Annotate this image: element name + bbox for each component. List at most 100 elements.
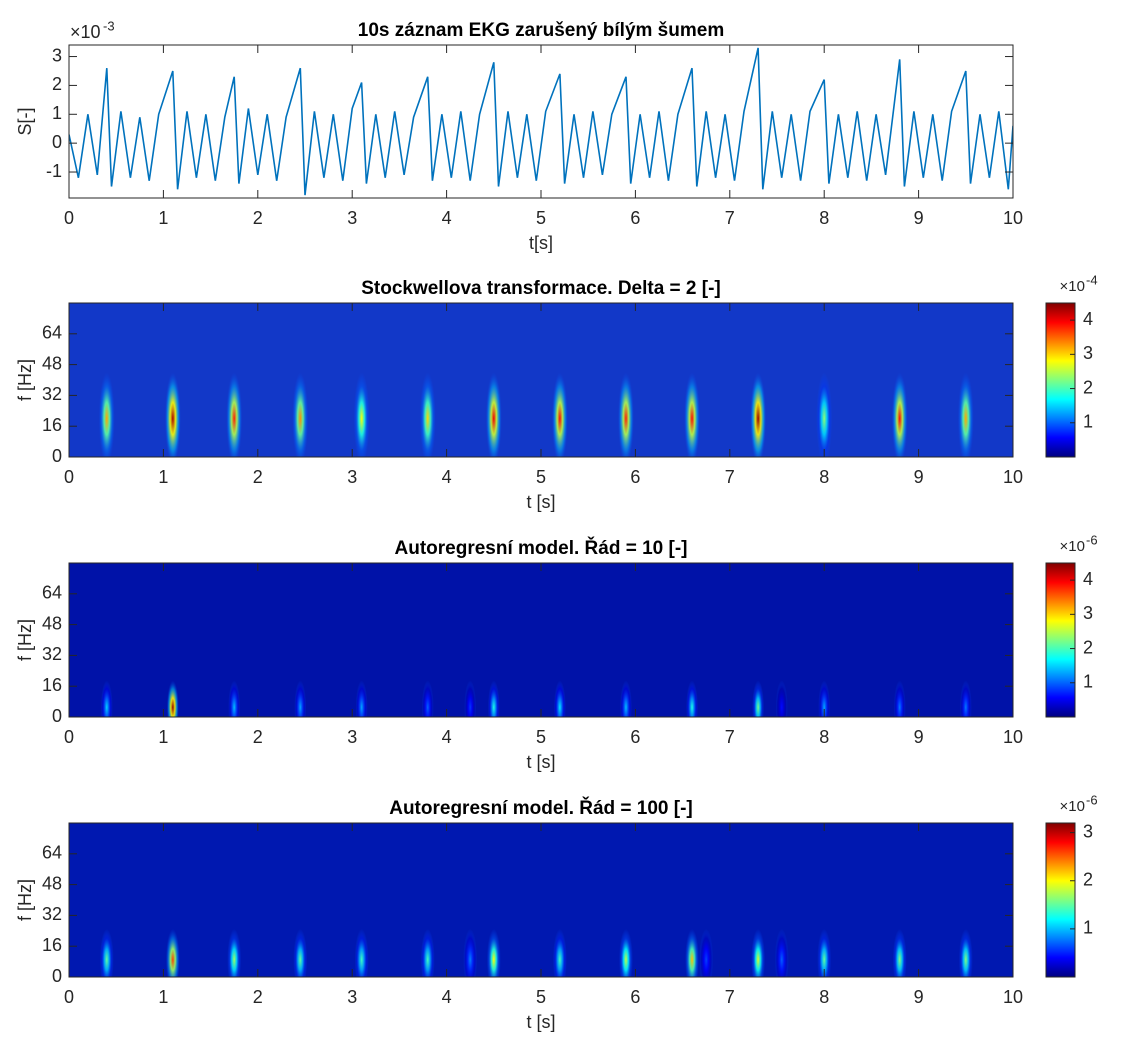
spectral-peak: [893, 680, 906, 717]
x-tick-label: 7: [725, 727, 735, 747]
spectral-peak: [891, 372, 908, 457]
x-axis-label: t[s]: [529, 233, 553, 253]
colorbar: [1045, 302, 1076, 458]
colorbar-tick-label: 3: [1083, 821, 1093, 841]
colorbar-scale-base: ×10: [1060, 798, 1085, 815]
y-tick-label: -1: [46, 161, 62, 181]
spectral-peak: [816, 372, 833, 457]
chart-title: Autoregresní model. Řád = 10 [-]: [395, 537, 688, 559]
x-tick-label: 3: [347, 987, 357, 1007]
spectral-peak: [100, 680, 113, 717]
x-tick-label: 5: [536, 727, 546, 747]
x-tick-label: 8: [819, 467, 829, 487]
spectrogram-background: [69, 563, 1013, 717]
spectral-peak: [292, 372, 309, 457]
x-tick-label: 6: [630, 467, 640, 487]
spectral-peak: [485, 372, 502, 457]
spectral-peak: [420, 928, 435, 977]
y-tick-label: 16: [42, 415, 62, 435]
spectral-peak: [892, 928, 907, 977]
y-tick-label: 2: [52, 74, 62, 94]
x-tick-label: 6: [630, 727, 640, 747]
y-tick-label: 16: [42, 935, 62, 955]
colorbar-tick-label: 1: [1083, 918, 1093, 938]
spectral-peak: [294, 680, 307, 717]
spectral-peak: [774, 928, 789, 977]
colorbar-tick-label: 2: [1083, 377, 1093, 397]
x-tick-label: 5: [536, 208, 546, 228]
x-tick-label: 10: [1003, 208, 1023, 228]
spectral-peak: [464, 680, 477, 717]
x-tick-label: 9: [914, 467, 924, 487]
spectral-peak: [685, 928, 700, 977]
x-tick-label: 9: [914, 208, 924, 228]
spectrogram-background: [69, 303, 1013, 457]
y-tick-label: 0: [52, 706, 62, 726]
spectral-peak: [293, 928, 308, 977]
y-axis-label: f [Hz]: [15, 619, 35, 661]
x-tick-label: 2: [253, 208, 263, 228]
axes-box: [68, 44, 1014, 199]
spectral-peak: [419, 372, 436, 457]
spectral-peak: [686, 680, 699, 717]
x-tick-label: 10: [1003, 727, 1023, 747]
spectral-peak: [463, 928, 478, 977]
chart-title: Autoregresní model. Řád = 100 [-]: [389, 797, 693, 819]
chart-title: 10s záznam EKG zarušený bílým šumem: [358, 20, 724, 41]
x-tick-label: 7: [725, 208, 735, 228]
y-axis-label: S[-]: [15, 107, 35, 135]
x-tick-label: 5: [536, 467, 546, 487]
spectral-peak: [99, 928, 114, 977]
x-tick-label: 4: [442, 467, 452, 487]
colorbar-tick-label: 3: [1083, 343, 1093, 363]
spectral-peak: [165, 928, 180, 977]
colorbar-tick-label: 1: [1083, 672, 1093, 692]
x-tick-label: 0: [64, 727, 74, 747]
x-tick-label: 6: [630, 208, 640, 228]
x-tick-label: 4: [442, 987, 452, 1007]
y-tick-label: 48: [42, 613, 62, 633]
x-tick-label: 1: [158, 727, 168, 747]
y-tick-label: 64: [42, 323, 62, 343]
spectral-peak: [487, 680, 500, 717]
spectral-peak: [751, 928, 766, 977]
colorbar-tick-label: 3: [1083, 603, 1093, 623]
y-axis-label: f [Hz]: [15, 879, 35, 921]
spectral-peak: [818, 680, 831, 717]
y-axis-label: f [Hz]: [15, 359, 35, 401]
y-scale-base: ×10: [70, 22, 101, 42]
spectral-peak: [226, 372, 243, 457]
y-tick-label: 0: [52, 132, 62, 152]
x-tick-label: 3: [347, 727, 357, 747]
x-tick-label: 10: [1003, 987, 1023, 1007]
spectral-peak: [353, 372, 370, 457]
spectral-peak: [817, 928, 832, 977]
spectral-peak: [552, 928, 567, 977]
colorbar-tick-label: 4: [1083, 569, 1093, 589]
y-tick-label: 48: [42, 873, 62, 893]
x-tick-label: 0: [64, 467, 74, 487]
colorbar: [1045, 562, 1076, 718]
x-tick-label: 0: [64, 987, 74, 1007]
x-tick-label: 2: [253, 727, 263, 747]
spectral-peak: [421, 680, 434, 717]
x-tick-label: 4: [442, 727, 452, 747]
x-tick-label: 1: [158, 467, 168, 487]
x-tick-label: 9: [914, 987, 924, 1007]
y-tick-label: 32: [42, 644, 62, 664]
x-tick-label: 7: [725, 467, 735, 487]
y-tick-label: 64: [42, 843, 62, 863]
colorbar-scale-exponent: -4: [1086, 272, 1098, 287]
x-tick-label: 8: [819, 987, 829, 1007]
spectral-peak: [355, 680, 368, 717]
x-tick-label: 6: [630, 987, 640, 1007]
spectral-peak: [227, 928, 242, 977]
colorbar-tick-label: 1: [1083, 412, 1093, 432]
signal-line: [69, 47, 1013, 196]
x-tick-label: 3: [347, 208, 357, 228]
spectral-peak: [228, 680, 241, 717]
x-tick-label: 10: [1003, 467, 1023, 487]
colorbar-tick-label: 4: [1083, 309, 1093, 329]
spectral-peak: [354, 928, 369, 977]
spectral-peak: [551, 372, 568, 457]
